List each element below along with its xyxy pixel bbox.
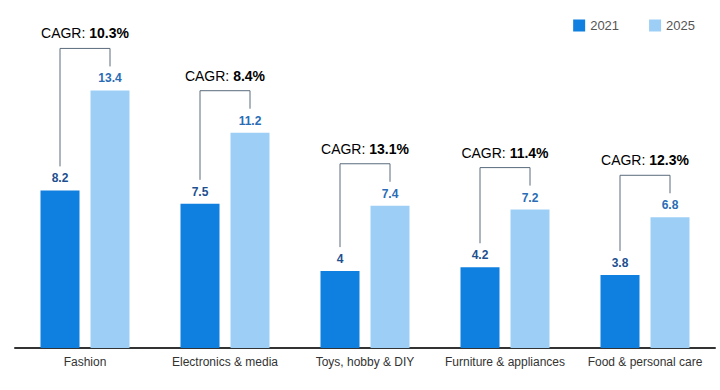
svg-text:11.4%: 11.4% [510,145,549,161]
svg-text:2021: 2021 [590,18,619,33]
svg-text:4: 4 [337,252,344,266]
svg-text:7.5: 7.5 [192,185,209,199]
svg-text:8.2: 8.2 [52,171,69,185]
svg-text:CAGR:: CAGR: [41,25,89,41]
svg-text:13.1%: 13.1% [369,141,409,157]
svg-text:12.3%: 12.3% [649,152,689,168]
svg-text:Furniture & appliances: Furniture & appliances [445,355,565,369]
svg-text:Food & personal care: Food & personal care [588,355,703,369]
svg-text:CAGR:: CAGR: [461,145,509,161]
svg-text:3.8: 3.8 [612,256,629,270]
svg-text:10.3%: 10.3% [89,25,129,41]
svg-text:13.4: 13.4 [98,71,122,85]
svg-text:CAGR:: CAGR: [185,68,233,84]
svg-text:6.8: 6.8 [662,198,679,212]
svg-text:2025: 2025 [666,18,695,33]
svg-text:Fashion: Fashion [64,355,107,369]
svg-text:11.2: 11.2 [239,114,262,128]
svg-text:CAGR:: CAGR: [601,152,649,168]
svg-text:CAGR:: CAGR: [321,141,369,157]
svg-text:Electronics & media: Electronics & media [172,355,278,369]
svg-text:7.2: 7.2 [522,191,539,205]
svg-text:Toys, hobby & DIY: Toys, hobby & DIY [316,355,415,369]
svg-text:7.4: 7.4 [382,187,399,201]
svg-text:8.4%: 8.4% [233,68,265,84]
svg-text:4.2: 4.2 [472,248,489,262]
